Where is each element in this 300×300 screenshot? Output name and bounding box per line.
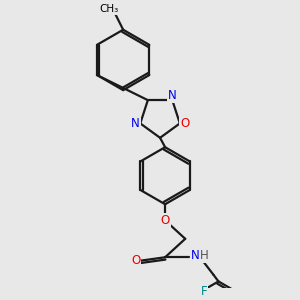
Text: F: F [201,285,207,298]
Text: O: O [180,117,190,130]
Text: CH₃: CH₃ [99,4,118,14]
Text: N: N [131,117,140,130]
Text: O: O [131,254,140,267]
Text: O: O [160,214,170,227]
Text: H: H [200,249,209,262]
Text: N: N [168,89,177,102]
Text: N: N [191,249,200,262]
